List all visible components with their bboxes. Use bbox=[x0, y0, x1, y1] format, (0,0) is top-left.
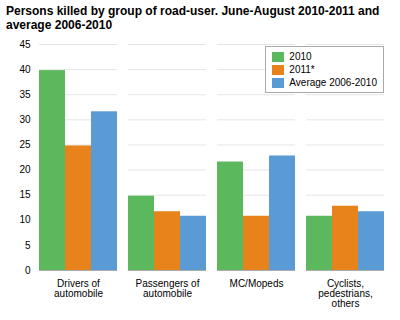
svg-text:5: 5 bbox=[25, 240, 31, 251]
svg-text:Passengers ofautomobile: Passengers ofautomobile bbox=[136, 278, 200, 299]
svg-text:15: 15 bbox=[19, 189, 31, 200]
svg-text:Cyclists,pedestrians,others: Cyclists,pedestrians,others bbox=[318, 278, 372, 309]
html-text:2011*: 2011* bbox=[289, 64, 315, 75]
html-text:2010: 2010 bbox=[289, 51, 312, 62]
svg-text:20: 20 bbox=[19, 164, 31, 175]
svg-text:0: 0 bbox=[25, 265, 31, 276]
svg-text:25: 25 bbox=[19, 139, 31, 150]
svg-text:MC/Mopeds: MC/Mopeds bbox=[230, 278, 284, 289]
svg-text:35: 35 bbox=[19, 89, 31, 100]
svg-text:45: 45 bbox=[19, 39, 31, 50]
html-text:Persons killed by group of roa: Persons killed by group of road-user. Ju… bbox=[6, 4, 380, 32]
svg-text:30: 30 bbox=[19, 114, 31, 125]
svg-text:10: 10 bbox=[19, 214, 31, 225]
html-text:Average 2006-2010: Average 2006-2010 bbox=[289, 77, 377, 88]
svg-text:40: 40 bbox=[19, 64, 31, 75]
svg-text:Drivers ofautomobile: Drivers ofautomobile bbox=[54, 278, 103, 299]
